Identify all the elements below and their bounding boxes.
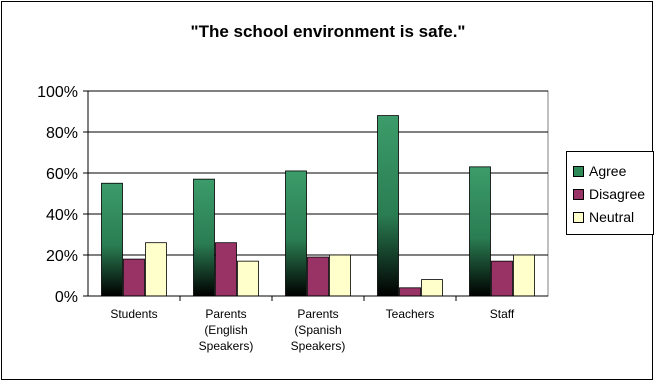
legend-swatch xyxy=(573,165,584,177)
legend-label: Disagree xyxy=(589,186,646,202)
x-tick-label: Speakers) xyxy=(291,339,346,353)
x-tick-label: Parents xyxy=(205,307,246,321)
bar-disagree-2 xyxy=(307,256,329,297)
bar-disagree-0 xyxy=(123,258,145,297)
bar-neutral-0 xyxy=(145,242,167,297)
y-tick-label: 60% xyxy=(46,166,78,183)
y-tick-label: 0% xyxy=(55,289,78,306)
legend-item-neutral: Neutral xyxy=(573,208,634,226)
bar-agree-0 xyxy=(101,182,123,297)
bar-neutral-1 xyxy=(237,260,259,297)
x-tick-label: (English xyxy=(204,323,247,337)
x-tick-label: Staff xyxy=(490,307,515,321)
y-tick-label: 100% xyxy=(37,84,78,101)
chart-title: "The school environment is safe." xyxy=(190,22,466,41)
bar-disagree-3 xyxy=(399,287,421,297)
bar-neutral-2 xyxy=(329,254,351,297)
x-tick-label: (Spanish xyxy=(294,323,341,337)
x-tick-label: Teachers xyxy=(386,307,435,321)
legend-label: Agree xyxy=(589,163,627,179)
legend-label: Neutral xyxy=(589,209,635,225)
bar-agree-1 xyxy=(193,178,215,297)
y-tick-label: 80% xyxy=(46,125,78,142)
bar-neutral-3 xyxy=(421,279,443,297)
legend-item-disagree: Disagree xyxy=(573,185,645,203)
bar-agree-4 xyxy=(469,166,491,297)
y-tick-label: 20% xyxy=(46,248,78,265)
legend-swatch xyxy=(573,211,584,223)
bar-agree-2 xyxy=(285,170,307,297)
x-tick-label: Parents xyxy=(297,307,338,321)
legend: Agree Disagree Neutral xyxy=(566,151,654,235)
x-tick-label: Speakers) xyxy=(199,339,254,353)
legend-swatch xyxy=(573,188,584,200)
bar-neutral-4 xyxy=(513,254,535,297)
bar-disagree-4 xyxy=(491,260,513,297)
y-tick-label: 40% xyxy=(46,207,78,224)
legend-item-agree: Agree xyxy=(573,162,626,180)
x-tick-label: Students xyxy=(110,307,157,321)
bar-disagree-1 xyxy=(215,242,237,297)
bar-agree-3 xyxy=(377,115,399,297)
